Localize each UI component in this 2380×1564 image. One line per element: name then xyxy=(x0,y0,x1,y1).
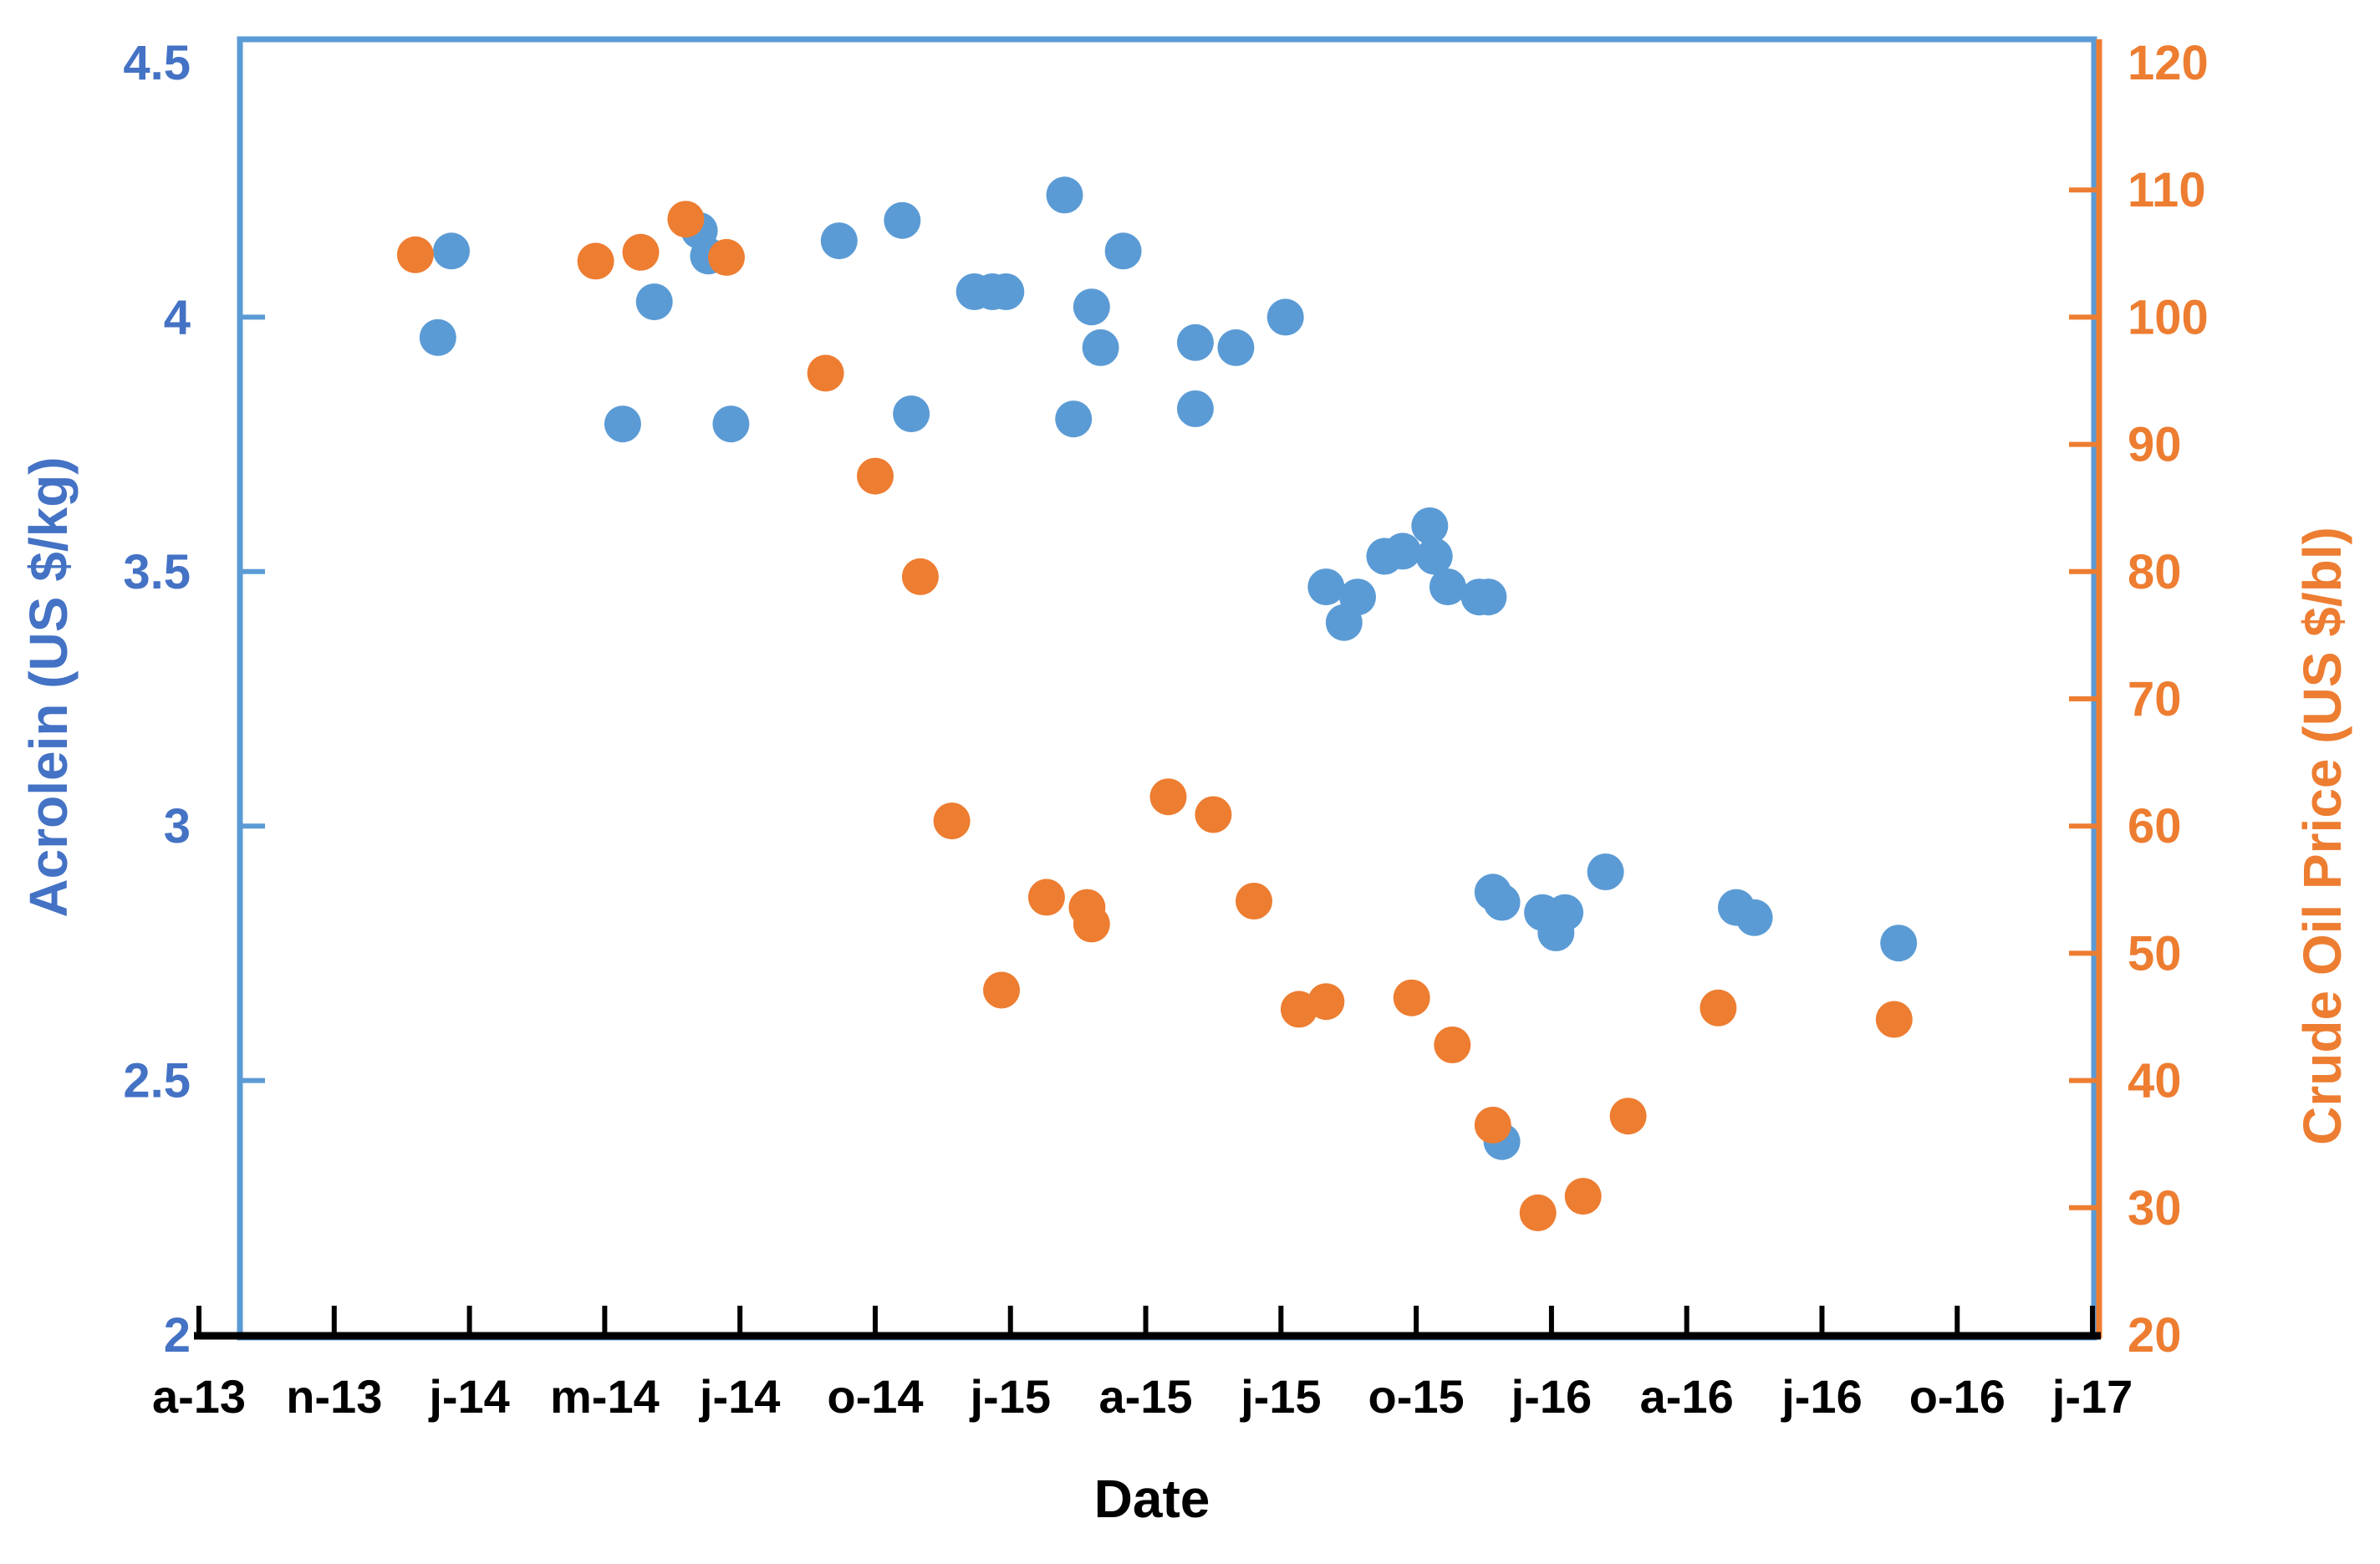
x-axis-tick-label: j-17 xyxy=(2051,1370,2133,1423)
right-axis-tick-label: 120 xyxy=(2128,36,2209,90)
right-axis-tick-label: 20 xyxy=(2128,1308,2182,1363)
crude-oil-point xyxy=(1307,983,1345,1021)
axis-tick-marks xyxy=(196,187,2097,1335)
axis-tick-labels: 4.5 4 3.5 3 2.5 2 120 110 100 90 80 70 60 50 40 30 20 a-1… xyxy=(123,36,2208,1423)
crude-oil-point xyxy=(807,354,844,392)
crude-oil-point xyxy=(667,201,705,238)
x-axis-tick-label: j-16 xyxy=(1511,1370,1593,1423)
crude-oil-point xyxy=(1027,879,1065,916)
crude-oil-point xyxy=(1564,1178,1602,1215)
right-axis-tick-label: 110 xyxy=(2128,163,2206,217)
left-axis-tick-label: 4.5 xyxy=(123,36,191,90)
acrolein-point xyxy=(635,283,673,321)
right-axis-tick-label: 90 xyxy=(2128,418,2182,472)
acrolein-point xyxy=(1587,853,1624,890)
acrolein-point xyxy=(1470,578,1507,616)
right-axis-tick-label: 30 xyxy=(2128,1181,2182,1235)
right-axis-tick-label: 70 xyxy=(2128,672,2182,726)
acrolein-point xyxy=(1411,507,1449,544)
crude-oil-point xyxy=(857,457,894,495)
crude-oil-point xyxy=(1875,1001,1913,1038)
acrolein-point xyxy=(604,405,641,443)
acrolein-point xyxy=(820,222,858,260)
right-axis-tick-label: 40 xyxy=(2128,1054,2182,1108)
acrolein-point xyxy=(1046,176,1083,214)
x-axis-tick-label: j-15 xyxy=(969,1370,1051,1423)
x-axis-tick-label: a-15 xyxy=(1098,1370,1192,1423)
acrolein-point xyxy=(1176,390,1214,427)
x-axis-tick-label: a-13 xyxy=(152,1370,246,1423)
x-axis-tick-label: m-14 xyxy=(550,1370,660,1423)
right-axis-tick-label: 50 xyxy=(2128,926,2182,981)
left-axis-tick-label: 3 xyxy=(164,799,191,853)
acrolein-point xyxy=(1483,884,1521,921)
acrolein-point xyxy=(1339,578,1376,616)
right-axis-tick-label: 60 xyxy=(2128,799,2182,853)
plot-frame xyxy=(237,36,2097,1341)
crude-oil-point xyxy=(1195,796,1232,833)
x-axis-tick-label: o-16 xyxy=(1909,1370,2005,1423)
crude-oil-point xyxy=(901,558,939,595)
acrolein-point xyxy=(1384,532,1421,570)
x-axis-tick-label: o-15 xyxy=(1368,1370,1465,1423)
acrolein-point xyxy=(433,232,470,270)
acrolein-point xyxy=(1735,899,1773,936)
acrolein-point xyxy=(987,273,1025,310)
acrolein-point xyxy=(1176,323,1214,361)
crude-oil-point xyxy=(1700,989,1737,1027)
crude-oil-point xyxy=(577,242,614,280)
crude-oil-point xyxy=(983,971,1020,1009)
acrolein-point xyxy=(1217,329,1255,366)
acrolein-point xyxy=(1415,537,1453,575)
crude-oil-point xyxy=(1073,905,1110,943)
crude-oil-point xyxy=(1236,883,1272,920)
x-axis-tick-label: n-13 xyxy=(286,1370,382,1423)
acrolein-point xyxy=(1880,925,1918,962)
x-axis-tick-label: j-14 xyxy=(428,1370,510,1423)
acrolein-point xyxy=(1429,568,1466,606)
x-axis-tick-label: j-15 xyxy=(1240,1370,1322,1423)
crude-oil-point xyxy=(1474,1106,1511,1144)
x-axis-title: Date xyxy=(1094,1469,1210,1529)
acrolein-point xyxy=(712,405,750,443)
crude-oil-point xyxy=(708,238,745,276)
acrolein-point xyxy=(1547,894,1584,931)
crude-oil-point xyxy=(622,233,660,271)
crude-oil-point xyxy=(396,236,434,273)
acrolein-point xyxy=(884,201,921,239)
acrolein-point xyxy=(893,395,930,433)
crude-oil-point xyxy=(1149,778,1187,816)
acrolein-point xyxy=(1307,568,1345,606)
x-axis-tick-label: j-14 xyxy=(699,1370,781,1423)
acrolein-point xyxy=(1104,232,1142,270)
acrolein-point xyxy=(1055,400,1093,438)
left-axis-tick-label: 2 xyxy=(164,1308,191,1363)
acrolein-point xyxy=(1266,298,1304,336)
crude-oil-point xyxy=(1519,1194,1557,1231)
acrolein-point xyxy=(1082,329,1119,366)
right-axis-tick-label: 100 xyxy=(2128,290,2209,344)
acrolein-point xyxy=(419,318,456,356)
right-axis-tick-label: 80 xyxy=(2128,545,2182,599)
left-axis-tick-label: 4 xyxy=(164,290,191,344)
left-axis-title: Acrolein (US $/kg) xyxy=(18,456,79,917)
x-axis-tick-label: j-16 xyxy=(1781,1370,1863,1423)
right-axis-title: Crude Oil Price (US $/bl) xyxy=(2292,527,2352,1145)
left-axis-tick-label: 3.5 xyxy=(123,545,191,599)
data-points xyxy=(396,176,1918,1231)
crude-oil-point xyxy=(1434,1027,1471,1063)
crude-oil-point xyxy=(1609,1098,1647,1135)
acrolein-point xyxy=(1073,288,1110,326)
x-axis-tick-label: a-16 xyxy=(1640,1370,1734,1423)
crude-oil-point xyxy=(933,802,971,840)
crude-oil-point xyxy=(1393,979,1430,1016)
left-axis-tick-label: 2.5 xyxy=(123,1054,191,1108)
x-axis-tick-label: o-14 xyxy=(827,1370,923,1423)
